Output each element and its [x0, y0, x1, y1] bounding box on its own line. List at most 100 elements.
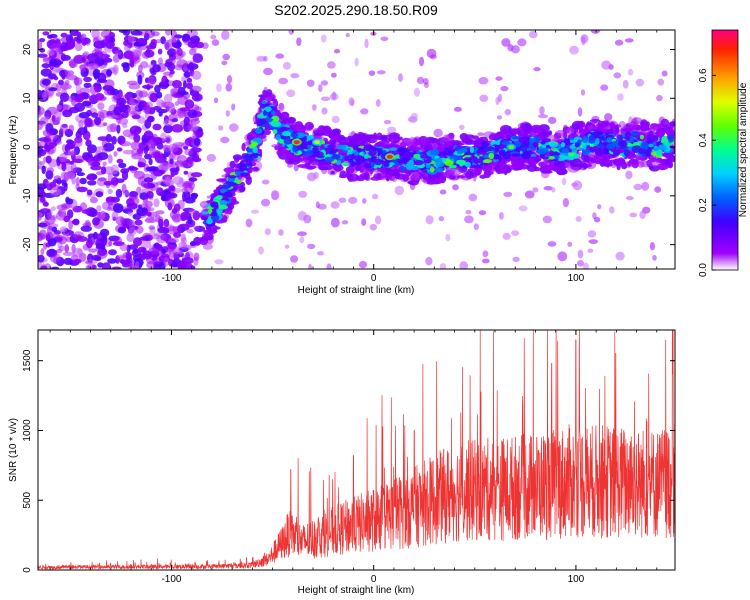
- heatmap-cell: [518, 205, 528, 212]
- heatmap-cell: [639, 134, 645, 140]
- heatmap-cell: [160, 132, 167, 142]
- heatmap-cell: [51, 266, 60, 269]
- heatmap-cell: [627, 68, 634, 76]
- heatmap-cell: [444, 159, 454, 166]
- heatmap-cell: [442, 150, 447, 157]
- heatmap-cell: [649, 242, 656, 251]
- heatmap-cell: [40, 265, 48, 269]
- heatmap-cell: [312, 104, 317, 111]
- heatmap-cell: [443, 171, 452, 178]
- heatmap-cell: [113, 66, 118, 76]
- heatmap-cell: [602, 148, 609, 155]
- heatmap-cell: [201, 211, 209, 215]
- heatmap-cell: [380, 134, 388, 142]
- heatmap-cell: [164, 78, 170, 84]
- heatmap-cell: [102, 57, 113, 63]
- heatmap-cell: [113, 50, 122, 56]
- heatmap-cell: [161, 248, 167, 255]
- heatmap-cell: [186, 229, 194, 234]
- heatmap-cell: [206, 232, 214, 241]
- heatmap-cell: [482, 250, 489, 258]
- heatmap-cell: [108, 249, 117, 256]
- heatmap-cell: [629, 135, 635, 143]
- heatmap-cell: [103, 180, 113, 186]
- heatmap-cell: [58, 79, 64, 86]
- heatmap-cell: [153, 198, 160, 208]
- heatmap-cell: [299, 236, 305, 244]
- heatmap-cell: [168, 258, 174, 267]
- heatmap-cell: [637, 161, 645, 168]
- heatmap-cell: [548, 156, 555, 160]
- heatmap-cell: [538, 114, 548, 119]
- heatmap-cell: [92, 68, 101, 79]
- heatmap-cell: [512, 256, 520, 262]
- heatmap-cell: [330, 201, 340, 209]
- heatmap-cell: [238, 164, 247, 171]
- colorbar-tick-label: 0.2: [698, 198, 709, 212]
- heatmap-cell: [397, 158, 408, 164]
- heatmap-cell: [258, 94, 270, 98]
- heatmap-cell: [98, 211, 106, 220]
- heatmap-cell: [42, 31, 50, 36]
- x-tick-label: 0: [371, 574, 377, 585]
- heatmap-cell: [398, 149, 405, 157]
- heatmap-cell: [625, 170, 633, 180]
- heatmap-cell: [50, 187, 62, 196]
- heatmap-cell: [276, 149, 288, 157]
- heatmap-cell: [370, 176, 382, 181]
- heatmap-cell: [101, 262, 111, 269]
- heatmap-cell: [60, 32, 68, 38]
- y-tick-label: 0: [22, 144, 33, 150]
- heatmap-cell: [318, 84, 323, 92]
- heatmap-cell: [658, 144, 667, 150]
- heatmap-cell: [297, 211, 307, 221]
- heatmap-cell: [182, 182, 192, 189]
- heatmap-cell: [376, 70, 386, 75]
- heatmap-cell: [190, 172, 203, 178]
- heatmap-cell: [38, 212, 43, 218]
- heatmap-cell: [527, 156, 535, 166]
- heatmap-cell: [459, 124, 465, 130]
- heatmap-cell: [100, 30, 113, 38]
- heatmap-cell: [163, 256, 170, 267]
- heatmap-cell: [338, 174, 348, 179]
- heatmap-cell: [163, 93, 173, 104]
- heatmap-cell: [89, 85, 97, 95]
- heatmap-cell: [61, 70, 66, 80]
- heatmap-cell: [64, 79, 70, 85]
- heatmap-cell: [394, 185, 404, 196]
- heatmap-cell: [293, 163, 299, 172]
- heatmap-cell: [438, 216, 445, 222]
- heatmap-cell: [191, 38, 200, 43]
- heatmap-cell: [330, 217, 340, 228]
- heatmap-cell: [374, 158, 383, 166]
- heatmap-cell: [182, 80, 187, 89]
- heatmap-cell: [317, 203, 327, 210]
- heatmap-cell: [321, 107, 328, 115]
- heatmap-cell: [597, 121, 605, 128]
- heatmap-cell: [251, 209, 259, 214]
- heatmap-cell: [586, 124, 594, 130]
- heatmap-cell: [321, 140, 325, 145]
- heatmap-cell: [295, 126, 302, 130]
- heatmap-cell: [500, 128, 509, 135]
- heatmap-cell: [409, 136, 416, 144]
- heatmap-cell: [221, 184, 231, 190]
- heatmap-cell: [218, 204, 228, 210]
- heatmap-cell: [345, 33, 350, 38]
- heatmap-cell: [520, 143, 529, 147]
- heatmap-cell: [425, 163, 431, 169]
- heatmap-cell: [156, 142, 164, 150]
- heatmap-cell: [192, 131, 197, 139]
- heatmap-cell: [413, 153, 421, 159]
- y-tick-label: 0: [22, 567, 33, 573]
- heatmap-cell: [127, 262, 134, 269]
- heatmap-cell: [178, 241, 188, 249]
- heatmap-cell: [187, 109, 198, 118]
- heatmap-cell: [148, 158, 153, 166]
- heatmap-cell: [95, 191, 104, 198]
- heatmap-cell: [410, 112, 418, 120]
- heatmap-cell: [275, 134, 281, 141]
- heatmap-cell: [225, 110, 230, 117]
- heatmap-cell: [300, 125, 313, 132]
